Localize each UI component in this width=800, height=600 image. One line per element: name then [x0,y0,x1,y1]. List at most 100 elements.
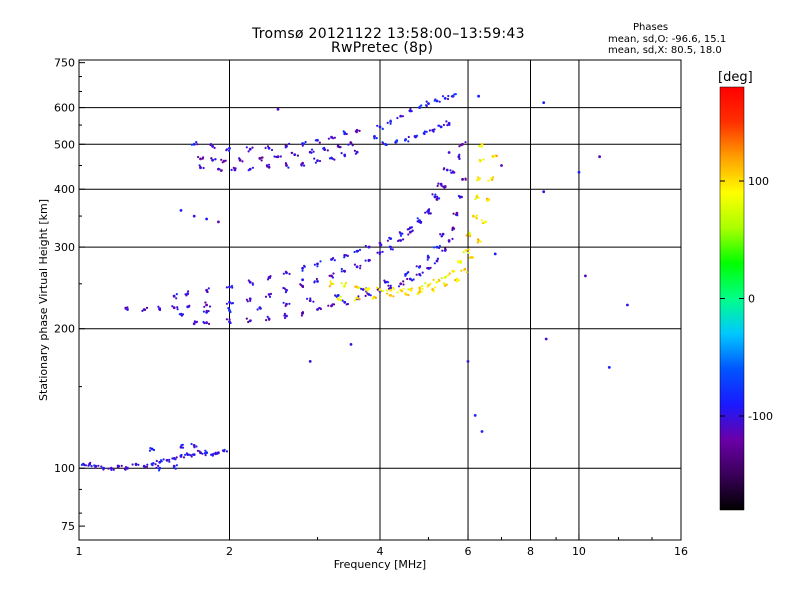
data-point [90,465,93,468]
data-point [448,272,451,275]
data-point [443,97,447,100]
data-point [284,270,287,273]
data-point [429,266,432,269]
data-point [475,217,478,220]
data-point [477,196,480,199]
data-point [152,448,156,452]
data-point [158,308,162,312]
data-point [382,142,385,145]
data-point [332,257,335,260]
data-point [437,182,440,185]
data-point [410,287,413,290]
data-point [232,166,235,169]
data-point [389,119,392,122]
data-point [598,155,601,159]
data-point [309,297,312,300]
data-point [427,210,430,213]
data-point [433,195,437,199]
data-point [175,293,178,296]
data-point [480,219,484,222]
data-point [381,289,384,293]
data-point [464,249,468,252]
data-point [216,452,219,455]
y-tick-label: 200 [54,323,75,336]
data-point [474,198,477,201]
data-point [389,284,392,287]
data-point [201,452,204,455]
data-point [179,209,183,212]
data-point [229,321,232,325]
data-point [544,337,548,341]
data-point [315,277,318,281]
data-point [460,269,463,272]
data-point [284,304,287,307]
data-point [158,460,162,464]
data-point [178,313,181,316]
data-point [577,170,581,174]
data-point [211,454,214,457]
data-point [248,297,252,301]
data-point [445,120,448,123]
data-point [367,245,371,248]
x-axis-label: Frequency [MHz] [334,558,426,571]
data-point [414,136,417,139]
data-point [448,123,451,126]
data-point [411,230,414,233]
data-point [376,251,379,254]
data-point [344,281,347,285]
data-point [406,277,409,281]
data-point [357,287,360,290]
data-point [279,155,282,158]
data-point [426,258,429,261]
data-point [396,139,399,142]
data-point [366,287,369,290]
data-point [267,165,271,169]
data-point [479,240,482,243]
data-point [248,147,252,151]
data-point [330,282,333,286]
data-point [392,295,395,298]
data-point [288,142,291,145]
data-point [459,259,462,262]
data-point [301,266,304,270]
data-point [155,466,158,469]
x-tick-label: 6 [465,545,472,558]
data-point [379,244,383,247]
data-point [433,262,436,265]
data-point [107,467,110,470]
data-point [210,157,213,160]
data-point [313,281,316,284]
data-point [466,271,469,274]
data-point [426,285,429,288]
data-point [301,144,304,147]
data-point [468,231,471,234]
data-point [209,143,212,147]
data-point [376,288,379,291]
data-point [432,290,435,293]
data-point [442,123,445,127]
data-point [447,151,451,154]
data-point [462,251,465,254]
data-point [383,279,386,282]
data-point [480,142,484,146]
data-point [454,279,457,282]
data-point [396,116,399,120]
data-point [116,464,119,467]
data-point [354,285,357,288]
data-point [343,285,346,288]
data-point [84,464,88,467]
data-point [423,130,426,133]
data-point [487,179,490,182]
data-point [225,302,228,305]
data-point [266,315,269,318]
data-point [437,278,440,281]
data-point [446,124,449,127]
data-point [388,245,391,248]
x-tick-label: 10 [572,545,586,558]
data-point [440,184,443,187]
data-point [283,312,286,315]
data-point [415,273,418,276]
data-point [381,250,384,253]
data-point [251,283,254,286]
data-point [434,193,437,196]
